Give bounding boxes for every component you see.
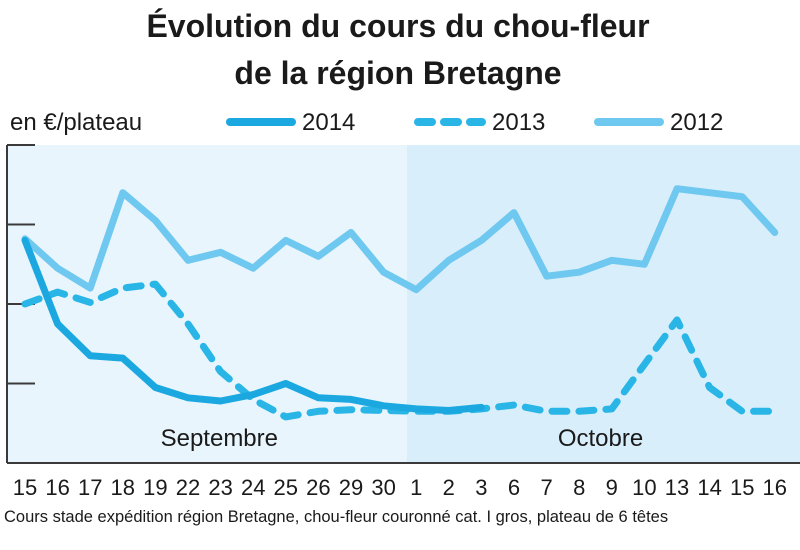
x-tick-label: 1 [410,475,422,500]
chart-title-line1: Évolution du cours du chou-fleur [146,8,649,44]
x-tick-label: 18 [111,475,135,500]
month-label-septembre: Septembre [161,425,278,452]
x-tick-label: 29 [339,475,363,500]
y-axis-unit-label: en €/plateau [10,109,142,136]
x-tick-label: 2 [443,475,455,500]
x-tick-label: 3 [475,475,487,500]
plot-panel-september [7,145,407,463]
x-tick-label: 16 [45,475,69,500]
x-tick-label: 6 [508,475,520,500]
legend-item-2012: 2012 [594,109,723,136]
series-line-2013 [21,280,779,421]
x-tick-label: 8 [573,475,585,500]
x-tick-label: 10 [632,475,656,500]
legend-item-2014: 2014 [226,109,355,136]
legend-label-2013: 2013 [492,109,545,136]
x-tick-label: 15 [730,475,754,500]
x-tick-label: 16 [763,475,787,500]
x-tick-label: 30 [371,475,395,500]
x-tick-label: 15 [13,475,37,500]
x-tick-labels: 15 16 17 18 19 22 23 24 25 26 29 30 1 2 3 6 7 8 9 10 13 14 15 1… [13,475,787,500]
x-tick-label: 26 [306,475,330,500]
month-label-octobre: Octobre [558,425,643,452]
x-tick-label: 7 [540,475,552,500]
x-tick-label: 22 [176,475,200,500]
x-tick-label: 23 [208,475,232,500]
series-line-2014 [21,236,485,414]
legend-item-2013: 2013 [414,109,545,136]
x-tick-label: 13 [665,475,689,500]
x-tick-label: 17 [78,475,102,500]
chart-footnote: Cours stade expédition région Bretagne, … [4,508,668,526]
x-tick-label: 24 [241,475,265,500]
legend-label-2014: 2014 [302,109,355,136]
month-labels: Septembre Octobre [161,425,644,452]
plot-panel-october [407,145,800,463]
chart-title-line2: de la région Bretagne [234,55,561,91]
series-lines [21,185,779,421]
legend-label-2012: 2012 [670,109,723,136]
x-tick-label: 19 [143,475,167,500]
series-line-2012 [21,185,779,294]
grid-lines [6,144,800,464]
x-tick-label: 14 [697,475,721,500]
x-tick-label: 25 [274,475,298,500]
x-tick-label: 9 [606,475,618,500]
